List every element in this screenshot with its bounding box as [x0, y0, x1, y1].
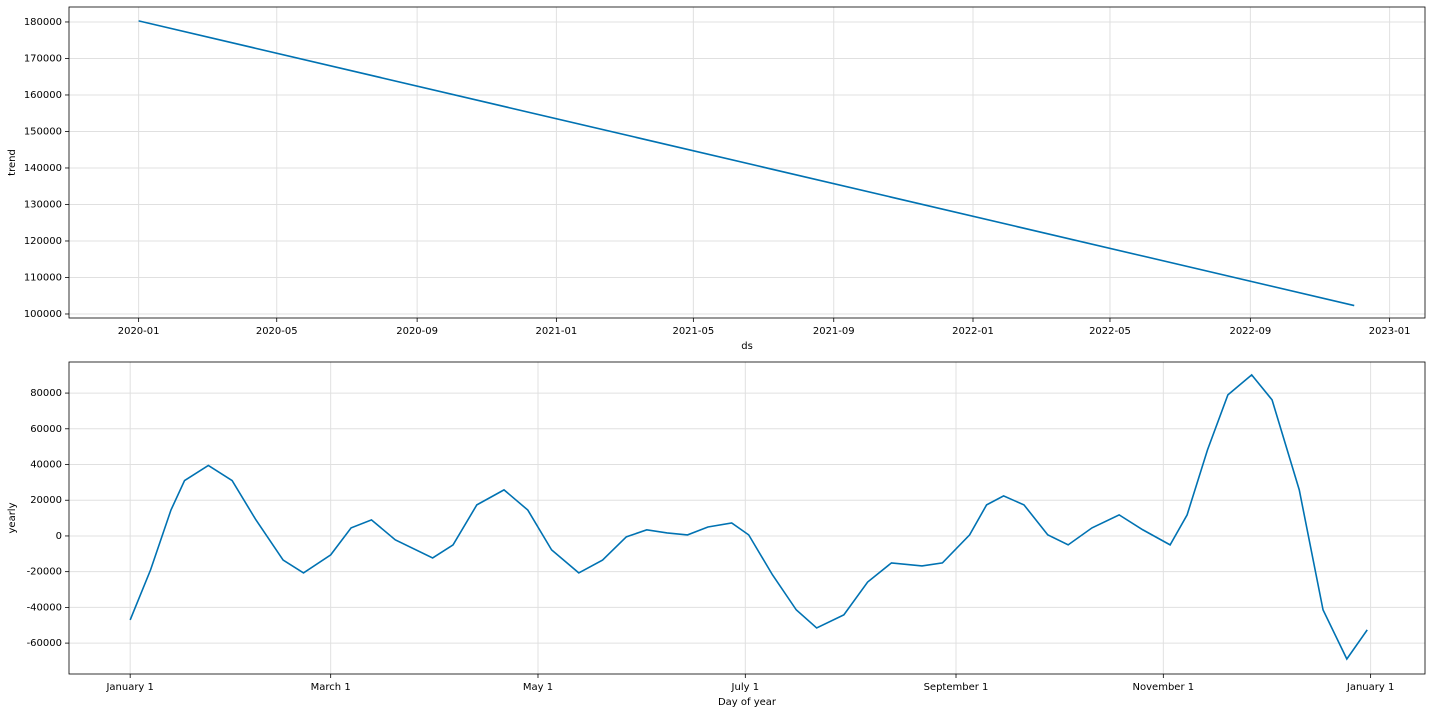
x-tick-label: 2020-09 — [396, 326, 438, 337]
y-tick-label: 130000 — [24, 199, 62, 210]
y-tick-label: 20000 — [30, 495, 62, 506]
trend-line — [138, 20, 1355, 307]
y-tick-label: 160000 — [24, 90, 62, 101]
x-tick-label: May 1 — [523, 682, 553, 693]
x-tick-label: January 1 — [105, 682, 153, 693]
y-axis-label: trend — [7, 149, 18, 176]
x-tick-label: September 1 — [924, 682, 989, 693]
y-tick-label: 140000 — [24, 163, 62, 174]
y-tick-label: -40000 — [27, 602, 62, 613]
y-axis-label: yearly — [7, 502, 18, 533]
x-tick-label: 2021-09 — [813, 326, 855, 337]
y-tick-label: 80000 — [30, 388, 62, 399]
x-tick-label: 2022-09 — [1229, 326, 1271, 337]
x-tick-label: 2021-05 — [672, 326, 714, 337]
x-tick-label: 2022-01 — [952, 326, 994, 337]
y-tick-label: 60000 — [30, 424, 62, 435]
y-tick-label: 170000 — [24, 53, 62, 64]
plot-frame — [68, 361, 1426, 675]
plot-frame — [68, 6, 1426, 319]
y-tick-label: -60000 — [27, 638, 62, 649]
x-tick-label: 2020-05 — [256, 326, 298, 337]
x-tick-label: 2023-01 — [1369, 326, 1411, 337]
x-tick-label: 2021-01 — [535, 326, 577, 337]
y-tick-label: 180000 — [24, 17, 62, 28]
x-tick-label: March 1 — [311, 682, 351, 693]
x-tick-label: 2020-01 — [118, 326, 160, 337]
x-tick-label: January 1 — [1346, 682, 1394, 693]
y-tick-label: 40000 — [30, 460, 62, 471]
y-tick-label: 100000 — [24, 309, 62, 320]
x-tick-label: 2022-05 — [1089, 326, 1131, 337]
y-tick-label: 120000 — [24, 236, 62, 247]
trend-line — [129, 373, 1368, 661]
x-axis-label: ds — [741, 341, 753, 352]
x-tick-label: July 1 — [731, 682, 760, 693]
x-axis-label: Day of year — [718, 697, 777, 708]
y-tick-label: 110000 — [24, 272, 62, 283]
y-tick-label: 150000 — [24, 126, 62, 137]
y-tick-label: 0 — [56, 531, 62, 542]
y-tick-label: -20000 — [27, 567, 62, 578]
x-tick-label: November 1 — [1133, 682, 1195, 693]
